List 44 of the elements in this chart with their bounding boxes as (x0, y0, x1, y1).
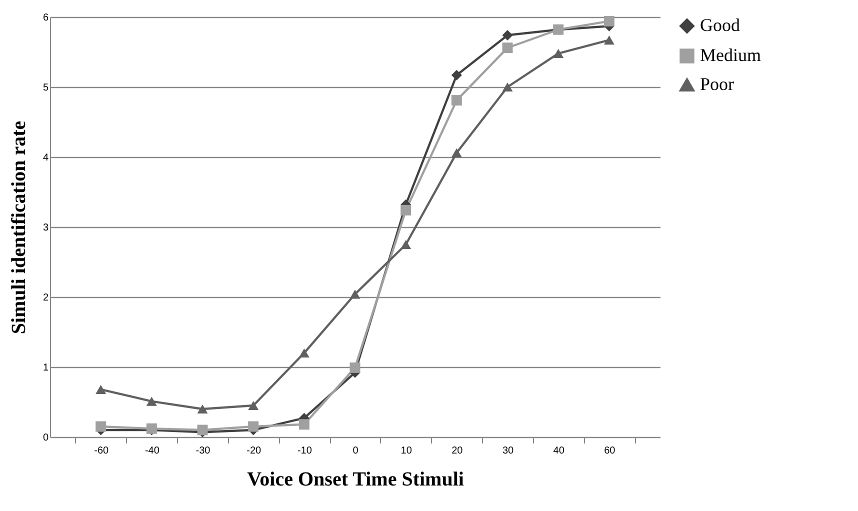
point (502, 42, 513, 54)
point (248, 421, 259, 432)
point (248, 400, 259, 410)
point (451, 148, 462, 158)
y-axis-title: Simuli identification rate (8, 120, 30, 334)
y-tick-label: 6 (42, 12, 49, 24)
legend-label: Medium (700, 45, 761, 65)
y-tick-label: 1 (42, 362, 49, 374)
point (604, 16, 614, 26)
y-tick-label: 3 (42, 222, 49, 234)
x-tick-label: -40 (144, 446, 160, 456)
point (502, 82, 513, 92)
point (400, 204, 412, 216)
point (146, 396, 157, 406)
point (451, 95, 462, 106)
y-tick-label: 0 (42, 432, 49, 444)
point (350, 362, 360, 373)
point (96, 421, 106, 432)
x-tick-label: 60 (604, 446, 616, 456)
x-tick-label: 0 (352, 446, 359, 456)
y-tick-label: 5 (42, 82, 49, 94)
x-tick-label: -60 (94, 446, 109, 456)
point (298, 348, 310, 358)
point (553, 48, 564, 58)
x-tick-label: 30 (502, 446, 514, 456)
legend-label: Poor (700, 74, 734, 94)
point (350, 290, 360, 299)
x-tick-label: 40 (553, 446, 565, 456)
point (298, 419, 310, 430)
y-tick-label: 4 (42, 152, 49, 164)
x-tick-label: -20 (246, 446, 262, 456)
x-tick-label: 10 (400, 446, 412, 456)
point (502, 30, 513, 40)
x-axis-title: Voice Onset Time Stimuli (247, 468, 464, 490)
point (96, 384, 106, 394)
point (451, 70, 462, 80)
point (400, 240, 412, 250)
y-tick-label: 2 (42, 292, 49, 304)
legend-label: Good (700, 15, 740, 35)
point (604, 36, 614, 45)
x-tick-label: -10 (297, 446, 312, 456)
x-tick-label: -30 (196, 446, 211, 456)
point (197, 404, 208, 414)
x-tick-label: 20 (452, 446, 464, 456)
